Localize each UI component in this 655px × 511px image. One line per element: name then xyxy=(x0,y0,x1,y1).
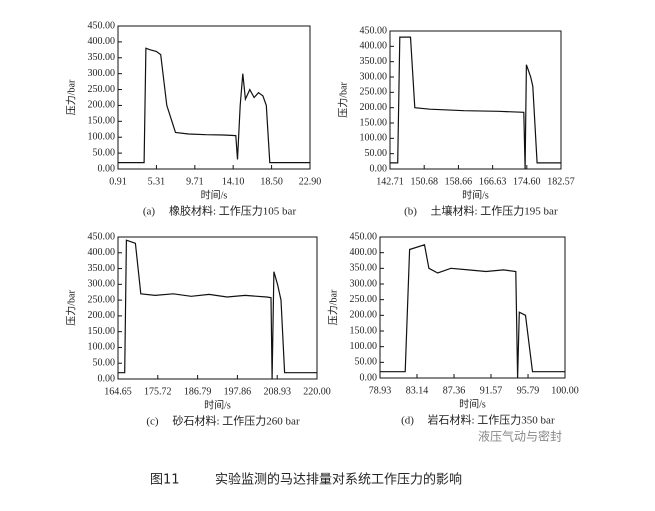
y-tick-label: 450.00 xyxy=(88,20,116,31)
y-tick-label: 0.00 xyxy=(98,373,116,384)
y-tick-label: 100.00 xyxy=(360,133,388,144)
y-axis-label: 压力/bar xyxy=(326,289,339,325)
y-tick-label: 0.00 xyxy=(360,372,378,383)
y-tick-label: 50.00 xyxy=(93,358,116,369)
x-tick-label: 14.10 xyxy=(222,176,245,187)
plot-frame xyxy=(117,25,311,170)
plot-frame xyxy=(117,236,318,380)
y-tick-label: 200.00 xyxy=(350,310,378,321)
panel-label: (b) xyxy=(404,206,417,218)
pressure-line xyxy=(390,36,561,170)
x-tick-label: 182.57 xyxy=(547,176,575,187)
x-tick-label: 78.93 xyxy=(369,385,392,396)
y-tick-label: 350.00 xyxy=(360,56,388,67)
plot-frame xyxy=(389,30,562,170)
y-tick-label: 350.00 xyxy=(88,52,116,63)
panel-label: (a) xyxy=(143,206,156,218)
figure-caption: 实验监测的马达排量对系统工作压力的影响 xyxy=(215,472,462,488)
y-tick-label: 350.00 xyxy=(88,263,116,274)
y-tick-label: 400.00 xyxy=(350,247,378,258)
y-tick-label: 200.00 xyxy=(88,100,116,111)
panel-label: (d) xyxy=(401,415,414,427)
x-tick-label: 9.71 xyxy=(186,176,204,187)
pressure-line xyxy=(118,47,310,164)
x-tick-label: 18.50 xyxy=(260,176,283,187)
y-tick-label: 250.00 xyxy=(360,87,388,98)
x-tick-label: 22.90 xyxy=(299,176,322,187)
y-tick-label: 250.00 xyxy=(88,294,116,305)
y-tick-label: 150.00 xyxy=(88,326,116,337)
x-tick-label: 158.66 xyxy=(445,176,473,187)
panel-caption: 土壤材料: 工作压力195 bar xyxy=(431,204,558,218)
watermark: 液压气动与密封 xyxy=(478,429,562,444)
y-tick-label: 200.00 xyxy=(360,102,388,113)
x-axis-label: 时间/s xyxy=(459,397,486,410)
y-tick-label: 100.00 xyxy=(350,341,378,352)
y-tick-label: 0.00 xyxy=(98,163,116,174)
x-tick-label: 175.72 xyxy=(144,386,172,397)
y-tick-label: 300.00 xyxy=(360,71,388,82)
x-axis-label: 时间/s xyxy=(201,188,228,201)
y-tick-label: 400.00 xyxy=(360,41,388,52)
y-tick-label: 50.00 xyxy=(93,147,116,158)
x-tick-label: 150.68 xyxy=(410,176,438,187)
pressure-line xyxy=(380,244,565,379)
y-tick-label: 150.00 xyxy=(360,117,388,128)
x-tick-label: 95.79 xyxy=(517,385,540,396)
y-axis-label: 压力/bar xyxy=(336,82,349,118)
x-tick-label: 5.31 xyxy=(148,176,166,187)
x-axis-label: 时间/s xyxy=(462,188,489,201)
x-tick-label: 142.71 xyxy=(376,176,404,187)
y-tick-label: 100.00 xyxy=(88,342,116,353)
panel-caption: 岩石材料: 工作压力350 bar xyxy=(428,413,555,427)
x-tick-label: 186.79 xyxy=(184,386,212,397)
y-tick-label: 100.00 xyxy=(88,132,116,143)
x-tick-label: 220.00 xyxy=(303,386,331,397)
pressure-line xyxy=(118,239,317,380)
y-tick-label: 250.00 xyxy=(350,294,378,305)
x-tick-label: 164.65 xyxy=(104,386,132,397)
y-tick-label: 150.00 xyxy=(88,116,116,127)
x-tick-label: 0.91 xyxy=(109,176,127,187)
y-tick-label: 150.00 xyxy=(350,325,378,336)
y-tick-label: 450.00 xyxy=(350,231,378,242)
x-tick-label: 208.93 xyxy=(263,386,291,397)
y-tick-label: 250.00 xyxy=(88,84,116,95)
y-tick-label: 400.00 xyxy=(88,247,116,258)
x-tick-label: 166.63 xyxy=(479,176,507,187)
y-tick-label: 300.00 xyxy=(88,279,116,290)
figure-number: 图11 xyxy=(150,473,180,488)
y-tick-label: 300.00 xyxy=(350,278,378,289)
x-tick-label: 87.36 xyxy=(443,385,466,396)
y-tick-label: 50.00 xyxy=(355,357,378,368)
panel-caption: 橡胶材料: 工作压力105 bar xyxy=(169,204,296,218)
x-axis-label: 时间/s xyxy=(204,398,231,411)
x-tick-label: 197.86 xyxy=(224,386,252,397)
y-axis-label: 压力/bar xyxy=(64,290,77,326)
y-tick-label: 50.00 xyxy=(365,148,388,159)
x-tick-label: 174.60 xyxy=(513,176,541,187)
panel-label: (c) xyxy=(146,416,159,428)
x-tick-label: 91.57 xyxy=(480,385,503,396)
y-axis-label: 压力/bar xyxy=(64,79,77,115)
panel-caption: 砂石材料: 工作压力260 bar xyxy=(173,414,300,428)
y-tick-label: 400.00 xyxy=(88,36,116,47)
plot-frame xyxy=(379,236,566,379)
y-tick-label: 450.00 xyxy=(360,25,388,36)
y-tick-label: 0.00 xyxy=(370,163,388,174)
y-tick-label: 300.00 xyxy=(88,68,116,79)
y-tick-label: 200.00 xyxy=(88,310,116,321)
y-tick-label: 350.00 xyxy=(350,263,378,274)
y-tick-label: 450.00 xyxy=(88,231,116,242)
x-tick-label: 83.14 xyxy=(406,385,429,396)
x-tick-label: 100.00 xyxy=(551,385,579,396)
